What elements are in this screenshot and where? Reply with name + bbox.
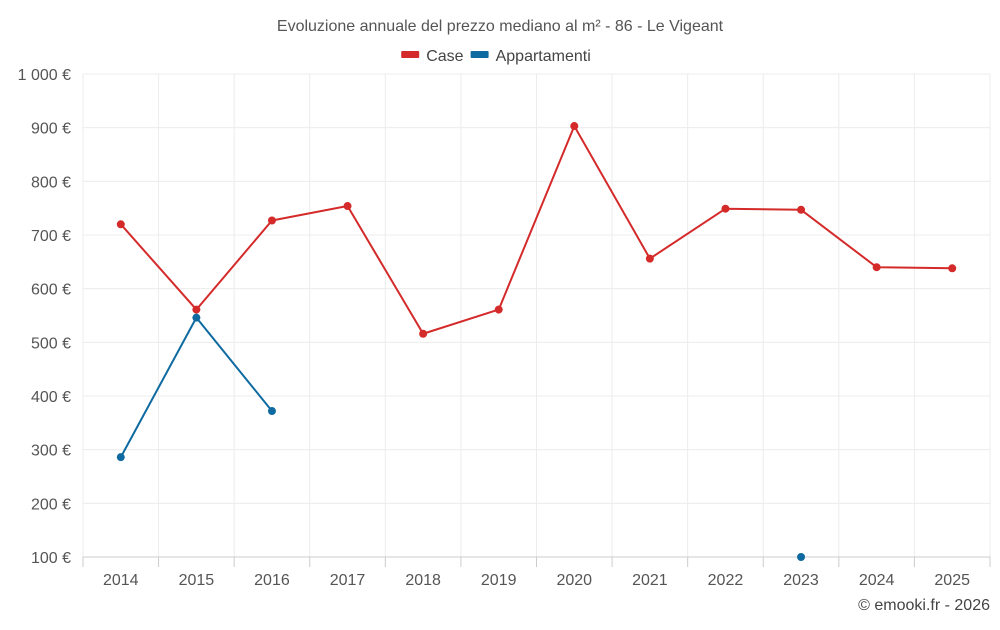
x-tick-label: 2023	[783, 572, 819, 589]
legend-label: Case	[426, 48, 463, 65]
series-layer	[116, 122, 957, 561]
legend-swatch	[401, 51, 420, 58]
data-point-appartamenti[interactable]	[116, 453, 125, 462]
legend-label: Appartamenti	[496, 48, 591, 65]
data-point-case[interactable]	[116, 220, 125, 229]
grid	[82, 73, 991, 557]
x-tick-label: 2022	[708, 572, 744, 589]
legend-item-appartamenti[interactable]: Appartamenti	[470, 48, 591, 65]
x-tick-label: 2021	[632, 572, 668, 589]
data-point-case[interactable]	[948, 264, 957, 273]
axes: 100 € 200 € 300 € 400 € 500 € 600 € 700 € 800 €…	[18, 67, 991, 589]
y-tick-label: 200 €	[31, 496, 71, 513]
legend-swatch	[470, 51, 489, 58]
y-tick-label: 100 €	[31, 550, 71, 567]
data-point-appartamenti[interactable]	[797, 553, 806, 561]
y-tick-label: 800 €	[31, 174, 71, 191]
y-tick-label: 500 €	[31, 335, 71, 352]
data-point-case[interactable]	[343, 202, 352, 211]
x-tick-label: 2024	[859, 572, 895, 589]
data-point-case[interactable]	[494, 305, 503, 314]
chart-title: Evoluzione annuale del prezzo mediano al…	[277, 18, 724, 35]
x-tick-label: 2017	[330, 572, 366, 589]
credit-text: © emooki.fr - 2026	[858, 597, 990, 614]
data-point-case[interactable]	[570, 122, 579, 131]
data-point-case[interactable]	[419, 329, 428, 338]
x-tick-label: 2016	[254, 572, 290, 589]
series-appartamenti	[116, 313, 806, 561]
y-tick-label: 400 €	[31, 389, 71, 406]
y-tick-label: 300 €	[31, 443, 71, 460]
series-line-appartamenti	[119, 316, 273, 458]
data-point-case[interactable]	[797, 205, 806, 214]
y-tick-label: 900 €	[31, 121, 71, 138]
data-point-case[interactable]	[645, 254, 654, 263]
x-tick-label: 2019	[481, 572, 517, 589]
x-tick-label: 2020	[556, 572, 592, 589]
data-point-case[interactable]	[872, 263, 881, 272]
y-tick-label: 1 000 €	[18, 67, 71, 84]
x-tick-label: 2014	[103, 572, 139, 589]
y-tick-label: 700 €	[31, 228, 71, 245]
data-point-appartamenti[interactable]	[267, 407, 276, 416]
data-point-case[interactable]	[192, 305, 201, 314]
data-point-case[interactable]	[721, 204, 730, 213]
series-case	[116, 122, 957, 338]
data-point-case[interactable]	[267, 216, 276, 225]
x-tick-label: 2025	[934, 572, 970, 589]
data-point-appartamenti[interactable]	[192, 313, 201, 322]
x-tick-label: 2018	[405, 572, 441, 589]
legend-item-case[interactable]: Case	[401, 48, 464, 65]
legend: Case Appartamenti	[401, 48, 591, 65]
series-line-case	[120, 125, 953, 335]
x-tick-label: 2015	[179, 572, 215, 589]
y-tick-label: 600 €	[31, 282, 71, 299]
